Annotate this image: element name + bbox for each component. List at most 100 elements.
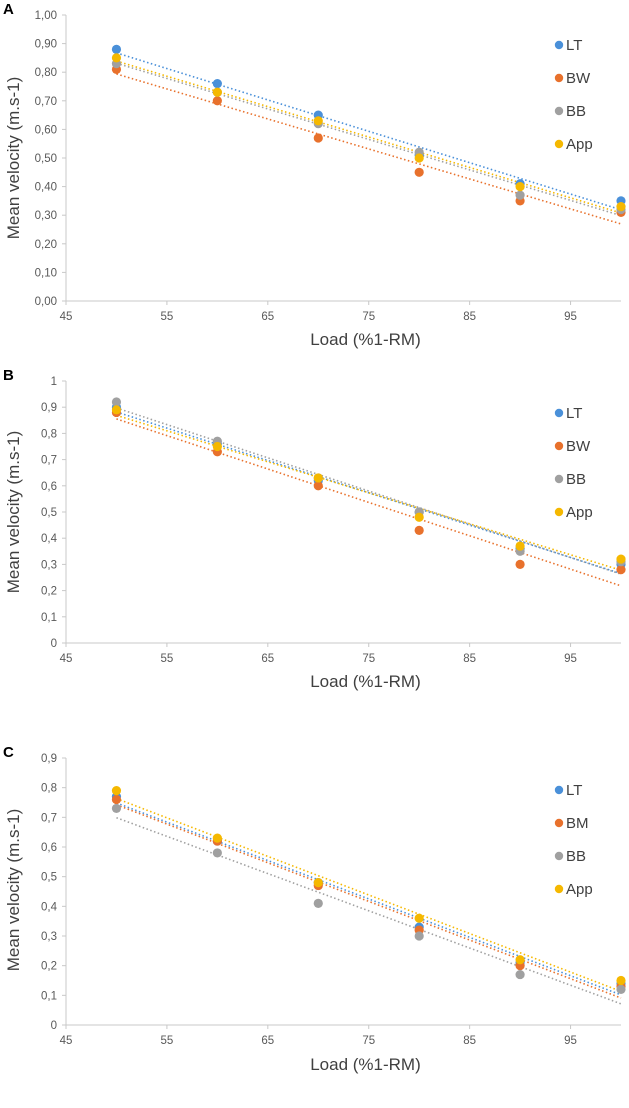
- data-point-bb: [515, 969, 525, 980]
- legend-marker-lt: [554, 408, 564, 418]
- x-tick-label: 45: [60, 1035, 73, 1047]
- data-point-bw: [515, 559, 525, 570]
- chart-panel-c: C 0 0,1 0,2 0,3 0,4 0,5 0,6 0,7 0,8 0,9 45 55 65 75 85 9…: [3, 744, 626, 1074]
- data-point-app: [414, 512, 424, 522]
- legend-label-app: App: [566, 136, 593, 153]
- data-point-bb: [111, 803, 122, 814]
- data-point-bw: [414, 167, 424, 177]
- data-point-bb: [212, 848, 222, 858]
- trendline-bw: [116, 73, 622, 225]
- data-point-app: [313, 473, 323, 483]
- x-tick-label: 75: [362, 653, 375, 665]
- panel-label: C: [3, 744, 14, 761]
- data-point-app: [414, 153, 424, 163]
- y-tick-label: 0,5: [41, 872, 57, 884]
- data-point-app: [212, 441, 222, 452]
- x-tick-label: 55: [161, 653, 174, 665]
- trendline-bb: [116, 62, 622, 217]
- x-tick-label: 75: [362, 1035, 375, 1047]
- x-tick-label: 95: [564, 1035, 577, 1047]
- y-tick-label: 1,00: [35, 10, 57, 22]
- data-point-bm: [111, 794, 122, 805]
- data-point-app: [616, 975, 626, 986]
- y-tick-label: 0,90: [35, 39, 57, 51]
- trendline-bw: [116, 418, 622, 587]
- trendline-app: [116, 797, 622, 993]
- legend-label-bb: BB: [566, 103, 586, 120]
- data-point-app: [313, 116, 323, 126]
- panel-label: A: [3, 1, 14, 18]
- legend-label-lt: LT: [566, 405, 582, 422]
- data-point-app: [414, 913, 424, 923]
- legend-label-bb: BB: [566, 848, 586, 865]
- y-tick-label: 0,70: [35, 96, 57, 108]
- y-tick-label: 0,30: [35, 210, 57, 222]
- data-point-app: [212, 833, 222, 843]
- legend-label-bw: BW: [566, 438, 591, 455]
- y-tick-label: 0,3: [41, 559, 57, 571]
- legend-label-bw: BW: [566, 70, 591, 87]
- y-tick-label: 0,2: [41, 961, 57, 973]
- legend-label-app: App: [566, 881, 593, 898]
- x-tick-label: 65: [261, 1035, 274, 1047]
- data-point-bw: [616, 565, 626, 575]
- y-tick-label: 0,8: [41, 428, 57, 440]
- x-axis-title: Load (%1-RM): [310, 330, 421, 349]
- legend-label-bm: BM: [566, 815, 589, 832]
- y-tick-label: 0,9: [41, 753, 57, 765]
- trendline-bb: [116, 407, 622, 575]
- x-axis-title: Load (%1-RM): [310, 1055, 421, 1074]
- y-tick-label: 0,8: [41, 783, 57, 795]
- data-point-app: [111, 786, 122, 796]
- y-tick-label: 0,50: [35, 153, 57, 165]
- x-tick-label: 45: [60, 653, 73, 665]
- y-axis-title: Mean velocity (m.s-1): [4, 77, 23, 239]
- trendline-app: [116, 414, 622, 572]
- x-tick-label: 85: [463, 311, 476, 323]
- data-point-bb: [414, 931, 424, 941]
- y-tick-label: 0,6: [41, 481, 57, 493]
- data-point-app: [515, 955, 525, 965]
- data-point-bb: [111, 397, 122, 407]
- y-tick-label: 0,9: [41, 402, 57, 414]
- x-axis-title: Load (%1-RM): [310, 672, 421, 691]
- y-tick-label: 0,2: [41, 586, 57, 598]
- y-tick-label: 0,80: [35, 67, 57, 79]
- legend-marker-bw: [554, 441, 564, 451]
- data-point-lt: [212, 79, 222, 89]
- trendline-lt: [116, 802, 622, 996]
- y-tick-label: 0,5: [41, 507, 57, 519]
- legend-marker-bm: [554, 818, 564, 828]
- x-tick-label: 55: [161, 311, 174, 323]
- y-tick-label: 0,7: [41, 455, 57, 467]
- panel-label: B: [3, 367, 14, 384]
- legend-label-lt: LT: [566, 782, 582, 799]
- y-tick-label: 0,4: [41, 533, 58, 545]
- chart-panel-a: A 0,00 0,10 0,20 0,30 0,40 0,50 0,60 0,70 0,80 0,9…: [3, 1, 626, 349]
- y-axis-title: Mean velocity (m.s-1): [4, 809, 23, 971]
- y-tick-label: 0,10: [35, 267, 57, 279]
- trendline-bb: [116, 817, 622, 1005]
- x-tick-label: 45: [60, 311, 73, 323]
- data-point-bw: [414, 525, 424, 535]
- x-tick-label: 65: [261, 311, 274, 323]
- x-tick-label: 65: [261, 653, 274, 665]
- data-point-bb: [616, 984, 626, 995]
- trendline-bm: [116, 804, 622, 999]
- data-point-bw: [313, 133, 323, 143]
- y-tick-label: 0: [51, 638, 57, 650]
- y-tick-label: 1: [51, 376, 57, 388]
- legend-marker-lt: [554, 785, 564, 795]
- data-point-bw: [313, 481, 323, 491]
- legend-label-lt: LT: [566, 37, 582, 54]
- legend-marker-app: [554, 507, 564, 517]
- data-point-app: [111, 405, 122, 415]
- trendline-lt: [116, 52, 622, 211]
- legend-marker-app: [554, 139, 564, 149]
- data-point-app: [616, 554, 626, 564]
- y-tick-label: 0,6: [41, 842, 57, 854]
- data-point-app: [515, 182, 525, 192]
- legend-marker-bb: [554, 106, 564, 116]
- legend-marker-bb: [554, 851, 564, 861]
